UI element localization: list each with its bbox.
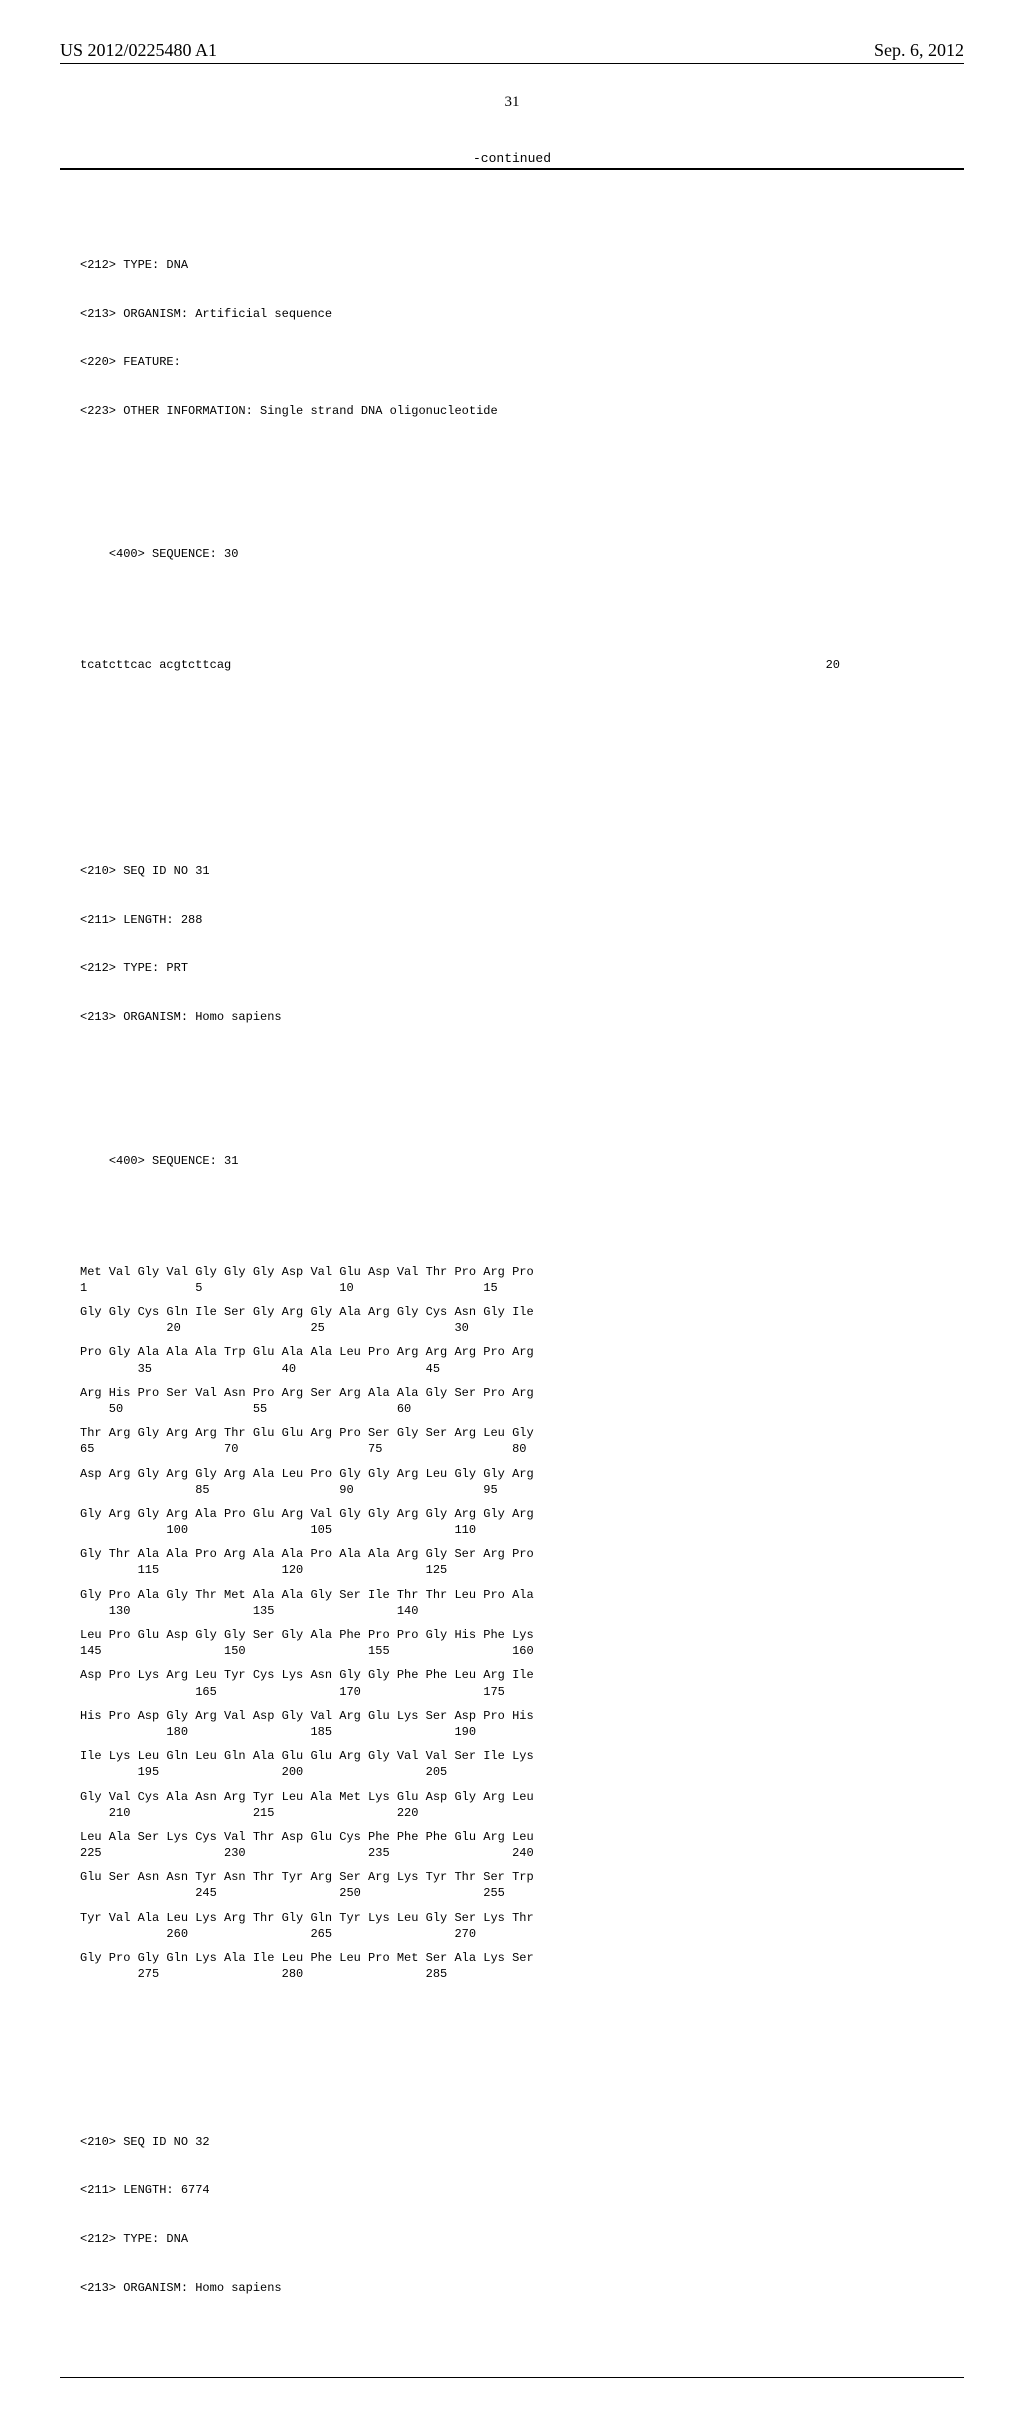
protein-row-pos: 225 230 235 240	[80, 1845, 964, 1861]
seq30-length: 20	[826, 657, 840, 673]
protein-row-pos: 260 265 270	[80, 1926, 964, 1942]
seq30-oligo-row: tcatcttcac acgtcttcag 20	[80, 657, 840, 673]
meta-line: <213> ORGANISM: Homo sapiens	[80, 2280, 964, 2296]
protein-row-pos: 50 55 60	[80, 1401, 964, 1417]
protein-row-pos: 20 25 30	[80, 1320, 964, 1336]
protein-row-pos: 65 70 75 80	[80, 1441, 964, 1457]
protein-row-pos: 85 90 95	[80, 1482, 964, 1498]
meta-line: <223> OTHER INFORMATION: Single strand D…	[80, 403, 964, 419]
meta-block-top: <212> TYPE: DNA <213> ORGANISM: Artifici…	[80, 225, 964, 452]
meta-block-31: <210> SEQ ID NO 31 <211> LENGTH: 288 <21…	[80, 831, 964, 1058]
page-number: 31	[60, 94, 964, 111]
protein-row-pos: 245 250 255	[80, 1885, 964, 1901]
protein-row-aa: Leu Pro Glu Asp Gly Gly Ser Gly Ala Phe …	[80, 1627, 964, 1643]
protein-row-pos: 195 200 205	[80, 1764, 964, 1780]
meta-block-32: <210> SEQ ID NO 32 <211> LENGTH: 6774 <2…	[80, 2102, 964, 2329]
continued-label: -continued	[60, 151, 964, 166]
page: US 2012/0225480 A1 Sep. 6, 2012 31 -cont…	[0, 0, 1024, 2418]
seq31-rows: Met Val Gly Val Gly Gly Gly Asp Val Glu …	[80, 1264, 964, 1991]
sequence-listing: <212> TYPE: DNA <213> ORGANISM: Artifici…	[80, 176, 964, 2377]
protein-row-pos: 145 150 155 160	[80, 1643, 964, 1659]
protein-row-aa: Gly Gly Cys Gln Ile Ser Gly Arg Gly Ala …	[80, 1304, 964, 1320]
meta-line: <211> LENGTH: 288	[80, 912, 964, 928]
doc-number: US 2012/0225480 A1	[60, 40, 217, 61]
protein-row-aa: Asp Pro Lys Arg Leu Tyr Cys Lys Asn Gly …	[80, 1667, 964, 1683]
meta-line: <212> TYPE: DNA	[80, 2231, 964, 2247]
protein-row-aa: Tyr Val Ala Leu Lys Arg Thr Gly Gln Tyr …	[80, 1910, 964, 1926]
rule-bottom	[60, 2377, 964, 2378]
protein-row-pos: 100 105 110	[80, 1522, 964, 1538]
protein-row-pos: 275 280 285	[80, 1966, 964, 1982]
protein-row-pos: 180 185 190	[80, 1724, 964, 1740]
meta-line: <211> LENGTH: 6774	[80, 2182, 964, 2198]
protein-row-aa: Gly Val Cys Ala Asn Arg Tyr Leu Ala Met …	[80, 1789, 964, 1805]
seq31-header: <400> SEQUENCE: 31	[109, 1154, 239, 1168]
protein-row-aa: Glu Ser Asn Asn Tyr Asn Thr Tyr Arg Ser …	[80, 1869, 964, 1885]
protein-row-aa: Gly Pro Gly Gln Lys Ala Ile Leu Phe Leu …	[80, 1950, 964, 1966]
protein-row-pos: 130 135 140	[80, 1603, 964, 1619]
protein-row-pos: 1 5 10 15	[80, 1280, 964, 1296]
protein-row-aa: Gly Arg Gly Arg Ala Pro Glu Arg Val Gly …	[80, 1506, 964, 1522]
meta-line: <210> SEQ ID NO 32	[80, 2134, 964, 2150]
protein-row-aa: Ile Lys Leu Gln Leu Gln Ala Glu Glu Arg …	[80, 1748, 964, 1764]
protein-row-aa: His Pro Asp Gly Arg Val Asp Gly Val Arg …	[80, 1708, 964, 1724]
protein-row-aa: Arg His Pro Ser Val Asn Pro Arg Ser Arg …	[80, 1385, 964, 1401]
rule-top	[60, 168, 964, 170]
meta-line: <213> ORGANISM: Artificial sequence	[80, 306, 964, 322]
protein-row-aa: Gly Thr Ala Ala Pro Arg Ala Ala Pro Ala …	[80, 1546, 964, 1562]
meta-line: <220> FEATURE:	[80, 354, 964, 370]
protein-row-aa: Thr Arg Gly Arg Arg Thr Glu Glu Arg Pro …	[80, 1425, 964, 1441]
meta-line: <212> TYPE: PRT	[80, 960, 964, 976]
pub-date: Sep. 6, 2012	[874, 40, 964, 61]
meta-line: <210> SEQ ID NO 31	[80, 863, 964, 879]
seq30-header: <400> SEQUENCE: 30	[109, 547, 239, 561]
protein-row-aa: Gly Pro Ala Gly Thr Met Ala Ala Gly Ser …	[80, 1587, 964, 1603]
meta-line: <213> ORGANISM: Homo sapiens	[80, 1009, 964, 1025]
protein-row-pos: 165 170 175	[80, 1684, 964, 1700]
protein-row-aa: Met Val Gly Val Gly Gly Gly Asp Val Glu …	[80, 1264, 964, 1280]
protein-row-aa: Pro Gly Ala Ala Ala Trp Glu Ala Ala Leu …	[80, 1344, 964, 1360]
protein-row-pos: 115 120 125	[80, 1562, 964, 1578]
seq30-oligo: tcatcttcac acgtcttcag	[80, 657, 231, 673]
protein-row-aa: Asp Arg Gly Arg Gly Arg Ala Leu Pro Gly …	[80, 1466, 964, 1482]
protein-row-aa: Leu Ala Ser Lys Cys Val Thr Asp Glu Cys …	[80, 1829, 964, 1845]
protein-row-pos: 35 40 45	[80, 1361, 964, 1377]
page-header: US 2012/0225480 A1 Sep. 6, 2012	[60, 40, 964, 64]
protein-row-pos: 210 215 220	[80, 1805, 964, 1821]
meta-line: <212> TYPE: DNA	[80, 257, 964, 273]
